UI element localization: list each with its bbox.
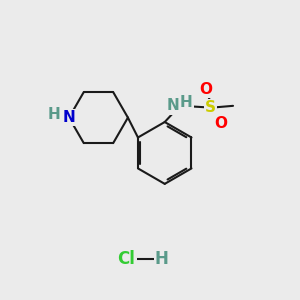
Text: N: N xyxy=(63,110,75,125)
Text: H: H xyxy=(180,95,193,110)
Text: O: O xyxy=(200,82,212,97)
Text: S: S xyxy=(205,100,216,115)
Text: O: O xyxy=(214,116,227,131)
Text: N: N xyxy=(166,98,179,113)
Text: H: H xyxy=(155,250,169,268)
Text: Cl: Cl xyxy=(118,250,135,268)
Text: H: H xyxy=(48,106,61,122)
